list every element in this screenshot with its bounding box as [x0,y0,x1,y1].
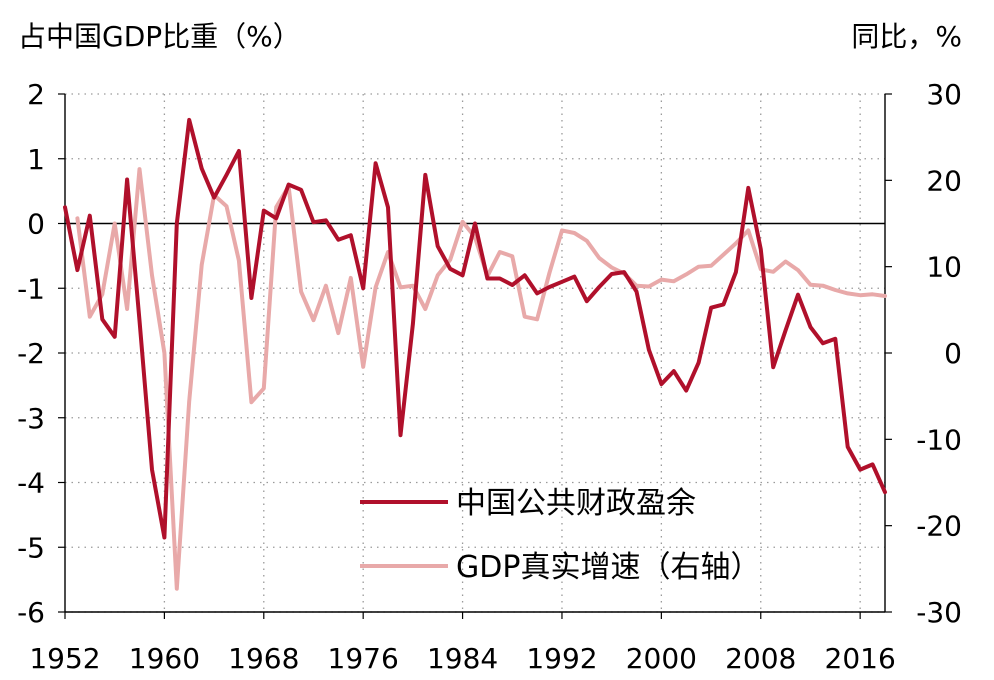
right-tick-label: -10 [916,423,962,456]
left-tick-label: 2 [27,78,45,111]
left-tick-label: -1 [17,272,45,305]
right-tick-label: 30 [926,78,962,111]
left-tick-label: -3 [17,402,45,435]
right-tick-label: -30 [916,596,962,629]
x-tick-label: 1968 [228,642,299,675]
x-tick-label: 1992 [526,642,597,675]
x-tick-label: 2000 [626,642,697,675]
right-tick-label: 20 [926,164,962,197]
legend-label-fiscal-surplus: 中国公共财政盈余 [456,486,696,521]
x-tick-label: 2008 [725,642,796,675]
left-tick-label: -6 [17,596,45,629]
left-tick-label: 0 [27,208,45,241]
left-tick-labels: 2 1 0 -1 -2 -3 -4 -5 -6 [17,78,45,629]
series-layer [63,117,887,591]
left-tick-label: -4 [17,467,45,500]
left-tick-label: 1 [27,143,45,176]
left-tick-label: -2 [17,337,45,370]
x-tick-label: 1960 [129,642,200,675]
x-tick-label: 1984 [427,642,498,675]
right-tick-label: 0 [944,337,962,370]
right-tick-label: -20 [916,510,962,543]
left-axis-title: 占中国GDP比重（%） [18,20,301,53]
right-tick-label: 10 [926,251,962,284]
right-tick-labels: 30 20 10 0 -10 -20 -30 [916,78,962,629]
x-tick-label: 1952 [29,642,100,675]
series-line-gdp-growth [75,167,887,591]
x-tick-label: 1976 [328,642,399,675]
legend: 中国公共财政盈余 GDP真实增速（右轴） [360,486,760,585]
x-tick-labels: 1952 1960 1968 1976 1984 1992 2000 2008 2016 [29,642,895,675]
series-line-fiscal-surplus [63,117,887,540]
left-tick-label: -5 [17,531,45,564]
legend-label-gdp-growth: GDP真实增速（右轴） [456,550,760,585]
right-axis-title: 同比，% [851,20,962,53]
gridlines [65,93,885,613]
x-tick-label: 2016 [825,642,896,675]
